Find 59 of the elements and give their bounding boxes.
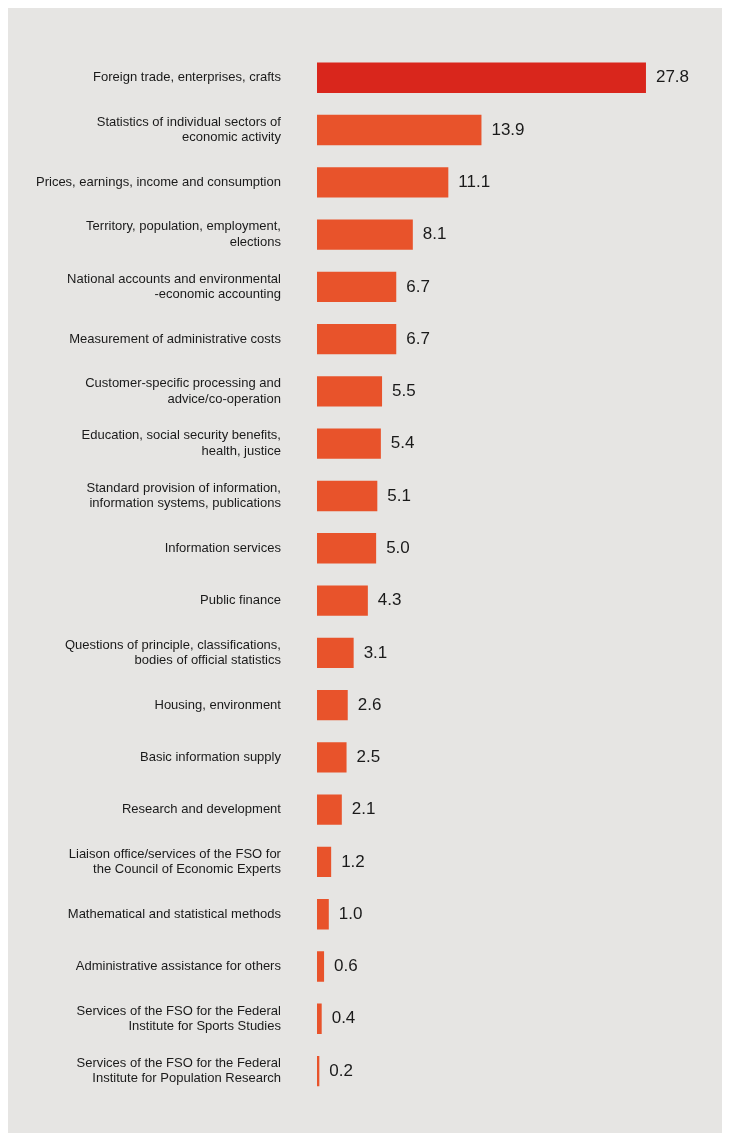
bar: [316, 794, 342, 825]
y-tick-label: Mathematical and statistical methods: [67, 905, 282, 921]
y-tick-label: Standard provision of information, information systems, publications: [86, 479, 282, 511]
y-tick-label: Services of the FSO for the Federal Institute for Sports Studies: [76, 1002, 282, 1034]
bar: [316, 167, 449, 198]
data-label: 13.9: [491, 119, 525, 139]
data-label: 4.3: [377, 590, 402, 610]
y-tick-label: National accounts and environmental -economic accounting: [67, 270, 282, 302]
data-label: 27.8: [655, 67, 690, 87]
y-tick-label: Basic information supply: [140, 748, 282, 764]
y-tick-label: Questions of principle, classifications, bodies of official statistics: [64, 636, 282, 668]
y-tick-label: Services of the FSO for the Federal Institute for Population Research: [76, 1054, 282, 1086]
y-tick-label: Customer-specific processing and advice/co-operation: [85, 375, 281, 406]
y-tick-label: Prices, earnings, income and consumption: [35, 173, 281, 189]
y-tick-label: Housing, environment: [154, 696, 282, 712]
bar: [316, 533, 377, 564]
y-tick-label: Statistics of individual sectors of economic activity: [96, 113, 282, 145]
y-tick-label: Foreign trade, enterprises, crafts: [93, 69, 282, 85]
data-label: 11.1: [458, 171, 491, 191]
data-label: 6.7: [406, 276, 430, 296]
data-label: 0.4: [331, 1008, 356, 1028]
data-label: 5.4: [390, 433, 415, 453]
y-tick-label: Administrative assistance for others: [75, 958, 282, 974]
y-tick-label: Liaison office/services of the FSO for the Council of Economic Experts: [68, 845, 282, 877]
data-label: 2.1: [351, 799, 376, 819]
data-label: 2.6: [357, 694, 382, 714]
data-label: 0.6: [334, 956, 358, 976]
bar: [316, 846, 332, 878]
y-tick-label: Measurement of administrative costs: [69, 330, 282, 346]
y-tick-label: Research and development: [121, 801, 282, 817]
bar: [316, 742, 347, 773]
bar: [316, 1003, 322, 1034]
bar: [316, 114, 482, 146]
y-tick-label: Education, social security benefits, health, justice: [81, 427, 281, 459]
bar: [316, 271, 397, 303]
data-label: 5.1: [387, 485, 411, 505]
data-label: 0.2: [329, 1060, 353, 1080]
bar: [316, 62, 646, 93]
y-tick-label: Territory, population, employment, elections: [86, 218, 282, 249]
data-label: 5.0: [386, 537, 410, 557]
bar: [316, 899, 329, 930]
bar: [316, 585, 368, 616]
bar: [316, 376, 383, 407]
data-label: 2.5: [356, 747, 381, 767]
bar: [316, 428, 381, 459]
data-label: 1.2: [341, 851, 365, 871]
bar: [316, 951, 325, 982]
data-label: 3.1: [363, 642, 388, 662]
bar: [316, 637, 354, 668]
y-tick-label: Public finance: [200, 592, 281, 608]
bar: [316, 323, 397, 355]
data-label: 1.0: [338, 903, 363, 923]
bar: [316, 480, 378, 512]
data-label: 8.1: [422, 224, 447, 244]
y-tick-label: Information services: [164, 539, 282, 555]
bar: [316, 219, 413, 250]
data-label: 5.5: [392, 381, 416, 401]
bar: [316, 689, 348, 721]
data-label: 6.7: [406, 328, 430, 348]
